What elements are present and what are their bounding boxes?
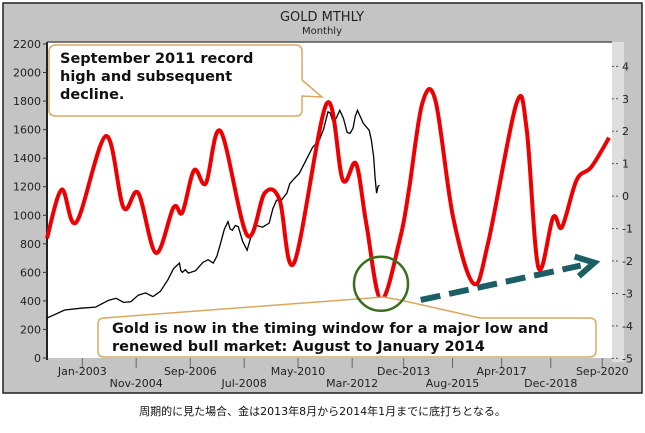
right-tick-label: 1 bbox=[622, 158, 629, 171]
x-tick-label: Apr-2017 bbox=[477, 365, 527, 378]
left-tick-label: 1400 bbox=[13, 152, 41, 165]
bottom-callout-text: Gold is now in the timing window for a m… bbox=[112, 321, 549, 355]
x-tick-label: Sep-2020 bbox=[576, 365, 629, 378]
left-tick-label: 2200 bbox=[13, 38, 41, 51]
left-tick-label: 1200 bbox=[13, 181, 41, 194]
bottom-callout-bubble bbox=[97, 296, 597, 358]
left-tick-label: 600 bbox=[20, 266, 41, 279]
x-tick-label: May-2010 bbox=[271, 365, 326, 378]
annotation-layer bbox=[48, 44, 601, 358]
chart-title: GOLD MTHLY bbox=[280, 10, 364, 25]
right-tick-label: -2 bbox=[622, 255, 633, 268]
left-tick-label: 1800 bbox=[13, 95, 41, 108]
axes: 0 200 400 600 800 1000 1200 1400 1600 1800 2000 220… bbox=[13, 38, 633, 390]
right-tick-label: 3 bbox=[622, 93, 629, 106]
right-tick-label: -4 bbox=[622, 320, 633, 333]
left-tick-label: 1600 bbox=[13, 124, 41, 137]
right-tick-label: -1 bbox=[622, 223, 633, 236]
left-tick-label: 200 bbox=[20, 323, 41, 336]
top-callout-bubble bbox=[48, 44, 325, 117]
right-axis-strip bbox=[612, 42, 624, 362]
x-tick-label: Mar-2012 bbox=[326, 377, 378, 390]
top-callout-text: September 2011 record high and subsequen… bbox=[60, 51, 254, 103]
caption: 周期的に見た場合、金は2013年8月から2014年1月までに底打ちとなる。 bbox=[139, 405, 506, 418]
x-tick-label: Jan-2003 bbox=[57, 365, 107, 378]
left-tick-label: 2000 bbox=[13, 67, 41, 80]
right-tick-label: -3 bbox=[622, 287, 633, 300]
x-tick-label: Nov-2004 bbox=[110, 377, 163, 390]
x-tick-label: Sep-2006 bbox=[164, 365, 217, 378]
cycle-line bbox=[45, 87, 611, 303]
right-tick-label: 0 bbox=[622, 190, 629, 203]
x-tick-label: Jul-2008 bbox=[221, 377, 267, 390]
right-tick-label: 4 bbox=[622, 60, 629, 73]
left-tick-label: 0 bbox=[34, 352, 41, 365]
trend-arrow-head bbox=[573, 253, 601, 279]
low-circle-marker bbox=[352, 255, 410, 312]
x-tick-label: Aug-2015 bbox=[426, 377, 479, 390]
x-tick-label: Dec-2013 bbox=[377, 365, 430, 378]
left-tick-label: 400 bbox=[20, 295, 41, 308]
right-tick-label: -5 bbox=[622, 352, 633, 365]
left-tick-label: 1000 bbox=[13, 209, 41, 222]
x-tick-label: Dec-2018 bbox=[524, 377, 577, 390]
right-tick-label: 2 bbox=[622, 125, 629, 138]
chart-subtitle: Monthly bbox=[302, 26, 342, 37]
series-layer bbox=[45, 87, 611, 319]
left-tick-label: 800 bbox=[20, 238, 41, 251]
